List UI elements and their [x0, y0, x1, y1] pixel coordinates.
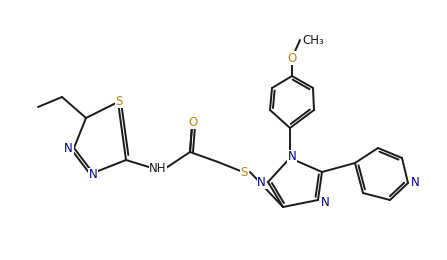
Text: O: O: [188, 115, 198, 128]
Text: NH: NH: [149, 161, 167, 174]
Text: O: O: [287, 51, 297, 64]
Text: CH₃: CH₃: [302, 34, 324, 47]
Text: N: N: [321, 196, 330, 209]
Text: N: N: [287, 151, 296, 164]
Text: N: N: [64, 141, 73, 154]
Text: N: N: [411, 177, 420, 190]
Text: S: S: [240, 166, 248, 179]
Text: N: N: [89, 168, 97, 181]
Text: S: S: [115, 94, 122, 107]
Text: N: N: [257, 176, 266, 188]
